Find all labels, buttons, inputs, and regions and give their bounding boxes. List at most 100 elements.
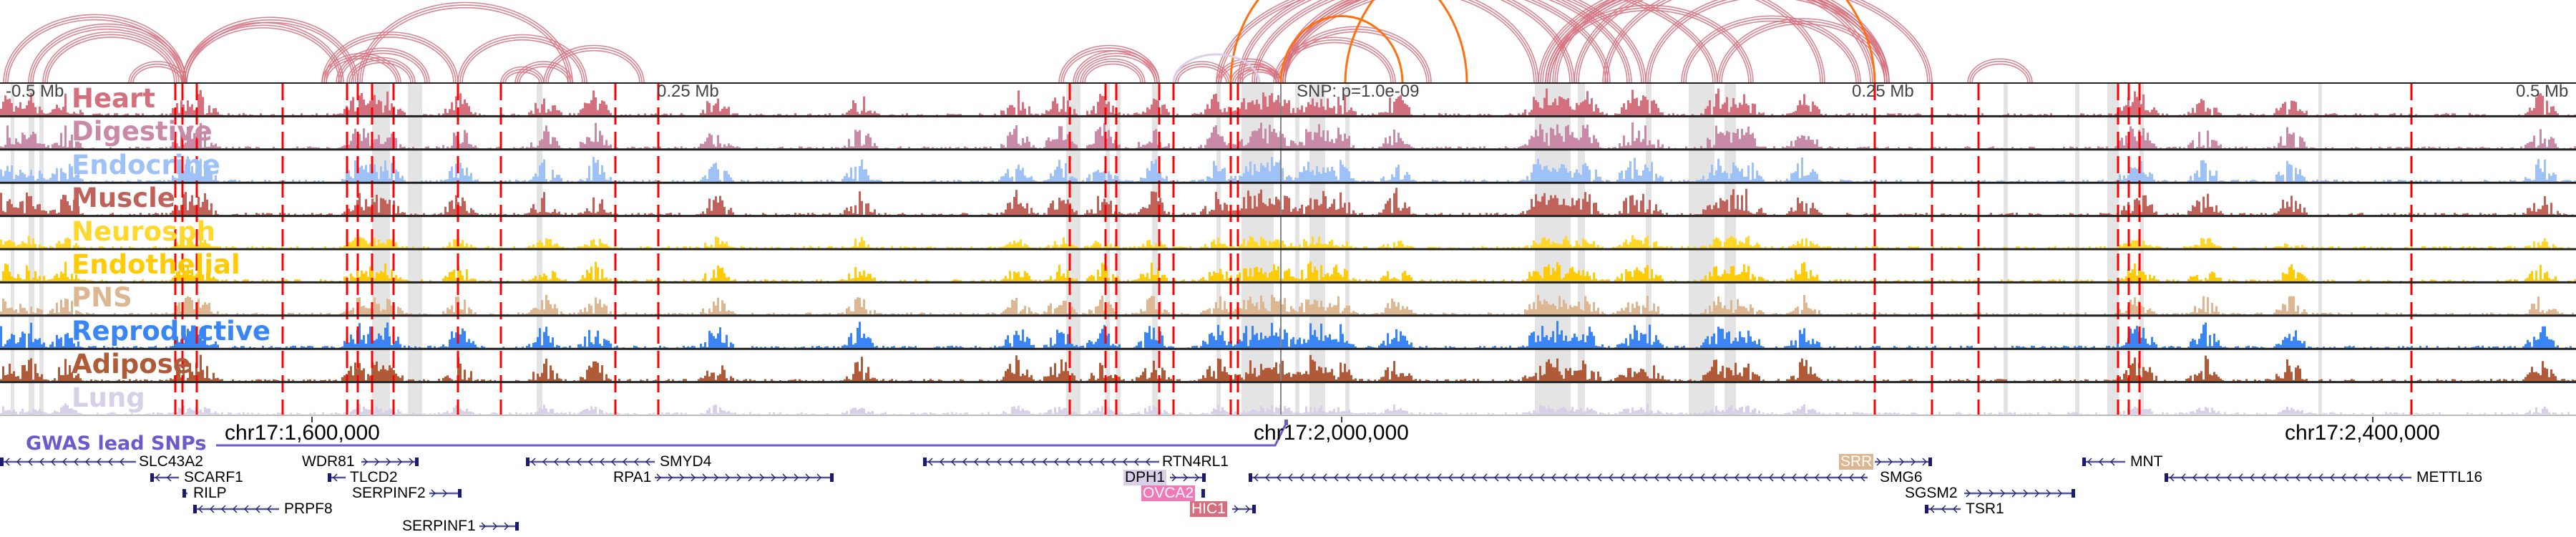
interaction-arc [1549,9,1750,84]
gene-label-rpa1[interactable]: RPA1 [613,469,652,485]
interaction-arc [543,44,645,84]
gene-label-serpinf1[interactable]: SERPINF1 [402,518,476,534]
interaction-arc [1241,71,1277,84]
strand-arrow-icon [2057,489,2062,498]
strand-arrow-icon [565,458,570,466]
gwas-snp-marker [1284,420,1288,425]
gene-label-sgsm2[interactable]: SGSM2 [1905,485,1958,501]
gene-label-tlcd2[interactable]: TLCD2 [350,469,398,485]
gene-label-mettl16[interactable]: METTL16 [2416,469,2483,485]
track-borders [0,82,2576,416]
gene-label-scarf1[interactable]: SCARF1 [184,469,243,485]
strand-arrow-icon [2011,489,2016,498]
strand-arrow-icon [1311,473,1316,482]
track-label-reproductive[interactable]: Reproductive [72,315,271,347]
strand-arrow-icon [1460,473,1465,482]
strand-arrow-icon [1506,473,1511,482]
gene-label-srr[interactable]: SRR [1839,453,1874,470]
gene-exon [1925,505,1928,513]
strand-arrow-icon [1277,473,1282,482]
gene-exon [415,458,419,466]
strand-arrow-icon [1020,458,1025,466]
strand-arrow-icon [386,458,391,466]
strand-arrow-icon [167,473,172,482]
gene-exon [515,522,519,531]
track-label-muscle[interactable]: Muscle [72,183,175,214]
strand-arrow-icon [2000,489,2005,498]
gene-exon [1201,489,1205,498]
strand-arrow-icon [2170,473,2175,482]
track-label-neurosph[interactable]: Neurosph [72,216,215,247]
gene-label-dph1[interactable]: DPH1 [1123,469,1167,485]
strand-arrow-icon [28,458,33,466]
coordinate-label-2: chr17:2,000,000 [1254,421,1409,445]
gene-exon [2072,489,2075,498]
interaction-arc [1547,7,1752,84]
interaction-arc [1683,18,1859,84]
gene-label-rilp[interactable]: RILP [193,485,227,501]
interaction-arc [32,28,182,84]
gene-label-prpf8[interactable]: PRPF8 [284,500,333,517]
gene-exon [923,458,927,466]
gene-label-smyd4[interactable]: SMYD4 [660,453,712,470]
interaction-arc [1060,47,1158,84]
gene-label-wdr81[interactable]: WDR81 [302,453,355,470]
signal-bars-neurosph [0,235,2570,248]
gene-label-rtn4rl1[interactable]: RTN4RL1 [1162,453,1229,470]
gene-exon [1928,458,1932,466]
snp-marker-lines [174,83,2413,415]
gene-label-smg6[interactable]: SMG6 [1880,469,1923,485]
gene-exon [1249,473,1252,482]
gene-label-ovca2[interactable]: OVCA2 [1141,485,1196,501]
gene-exon [182,489,186,498]
interaction-arc [1549,0,1928,84]
strand-arrow-icon [1437,473,1442,482]
strand-arrow-icon [1425,473,1430,482]
track-label-lung[interactable]: Lung [72,382,145,413]
interaction-arc [1685,20,1857,84]
strand-arrow-icon [2318,473,2323,482]
strand-arrow-icon [1402,473,1407,482]
axis-left-label: -0.5 Mb [6,82,64,101]
gene-annotation-area [0,417,2411,531]
strand-arrow-icon [1100,458,1105,466]
strand-arrow-icon [1357,473,1362,482]
interaction-arc [1273,37,1396,84]
strand-arrow-icon [1888,458,1893,466]
track-label-adipose[interactable]: Adipose [72,349,191,380]
track-label-digestive[interactable]: Digestive [72,116,213,147]
strand-arrow-icon [233,505,238,513]
strand-arrow-icon [1643,473,1648,482]
strand-arrow-icon [1780,473,1785,482]
strand-arrow-icon [1494,473,1499,482]
gene-label-tsr1[interactable]: TSR1 [1966,500,2004,517]
track-label-endothelial[interactable]: Endothelial [72,249,240,280]
gene-label-slc43a2[interactable]: SLC43A2 [139,453,203,470]
gene-label-serpinf2[interactable]: SERPINF2 [352,485,426,501]
strand-arrow-icon [1380,473,1385,482]
gene-label-mnt[interactable]: MNT [2130,453,2163,470]
interaction-arc [348,59,414,84]
interaction-arc [42,32,180,84]
interaction-arc [1280,0,1718,84]
strand-arrow-icon [1448,473,1453,482]
track-label-pns[interactable]: PNS [72,282,132,314]
strand-arrow-icon [1838,473,1843,482]
track-label-heart[interactable]: Heart [72,83,155,114]
gene-exon [2082,458,2086,466]
interaction-arc [1284,0,1642,84]
gene-label-hic1[interactable]: HIC1 [1190,500,1227,517]
interaction-arc [517,63,571,84]
interaction-arc [44,34,177,84]
strand-arrow-icon [782,473,787,482]
strand-arrow-icon [748,473,753,482]
interaction-arc [5,16,185,84]
coordinate-label-1: chr17:1,600,000 [225,421,380,445]
track-label-endocrine[interactable]: Endocrine [72,149,220,180]
strand-arrow-icon [1746,473,1751,482]
lung-arc [1172,53,1261,84]
strand-arrow-icon [1597,473,1602,482]
strand-arrow-icon [2296,473,2301,482]
strand-arrow-icon [1803,473,1808,482]
